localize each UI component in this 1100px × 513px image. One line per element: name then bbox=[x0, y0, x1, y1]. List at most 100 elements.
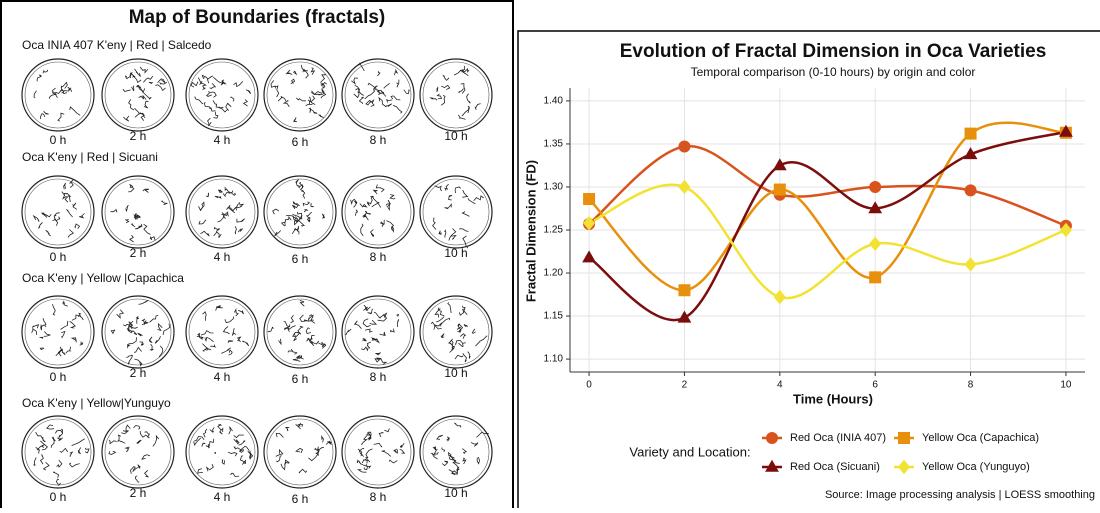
boundary-texture bbox=[127, 337, 137, 345]
sample-outline-inner bbox=[266, 298, 334, 366]
sample-outline bbox=[21, 58, 95, 132]
boundary-texture bbox=[320, 74, 326, 83]
boundary-texture bbox=[299, 314, 308, 323]
boundary-texture bbox=[393, 69, 399, 76]
boundary-texture bbox=[307, 337, 320, 345]
boundary-texture bbox=[293, 117, 297, 123]
boundary-texture bbox=[138, 84, 146, 93]
boundary-texture bbox=[42, 317, 47, 328]
x-tick-label: 0 bbox=[586, 380, 592, 391]
boundary-texture bbox=[400, 442, 405, 448]
sample-outline-inner bbox=[344, 418, 412, 486]
boundary-texture bbox=[227, 340, 234, 344]
boundary-texture bbox=[69, 106, 81, 116]
boundary-texture bbox=[307, 314, 314, 321]
chart-panel-border bbox=[517, 30, 1100, 513]
boundary-texture bbox=[202, 428, 208, 438]
boundary-texture bbox=[134, 108, 140, 118]
boundary-texture bbox=[108, 450, 117, 455]
boundary-texture bbox=[450, 470, 458, 476]
boundary-texture bbox=[275, 433, 284, 438]
boundary-texture bbox=[434, 185, 443, 192]
boundary-texture bbox=[461, 211, 470, 217]
boundary-texture bbox=[290, 78, 296, 85]
boundary-texture bbox=[232, 328, 237, 336]
sample-outline bbox=[185, 58, 259, 132]
boundary-texture bbox=[209, 106, 216, 112]
boundary-texture bbox=[272, 208, 280, 215]
marker bbox=[963, 147, 978, 160]
chart-title: Evolution of Fractal Dimension in Oca Va… bbox=[620, 41, 1047, 62]
boundary-texture bbox=[313, 446, 319, 451]
boundary-texture bbox=[149, 314, 159, 323]
sample-outline-inner bbox=[266, 418, 334, 486]
time-label: 4 h bbox=[214, 370, 231, 384]
boundary-texture bbox=[139, 430, 150, 439]
boundary-texture bbox=[194, 435, 205, 442]
sample-outline bbox=[263, 175, 337, 249]
boundary-texture bbox=[282, 99, 290, 108]
boundary-texture bbox=[140, 114, 146, 121]
marker bbox=[678, 140, 691, 153]
boundary-texture bbox=[475, 335, 488, 347]
boundary-texture bbox=[292, 213, 303, 220]
boundary-texture bbox=[440, 94, 446, 106]
boundary-texture bbox=[158, 345, 164, 358]
boundary-texture bbox=[306, 216, 311, 223]
boundary-texture bbox=[42, 69, 49, 74]
boundary-texture bbox=[287, 325, 296, 331]
boundary-texture bbox=[138, 299, 149, 305]
sample-outline-inner bbox=[344, 298, 412, 366]
boundary-texture bbox=[301, 190, 306, 199]
boundary-texture bbox=[198, 336, 204, 340]
boundary-texture bbox=[363, 464, 368, 471]
boundary-texture bbox=[108, 439, 117, 445]
marker bbox=[677, 310, 692, 323]
boundary-texture bbox=[274, 230, 281, 237]
boundary-texture bbox=[320, 81, 327, 86]
time-label: 0 h bbox=[50, 250, 67, 264]
boundary-texture bbox=[223, 211, 229, 219]
boundary-texture bbox=[277, 96, 287, 102]
boundary-texture bbox=[135, 84, 144, 92]
boundary-texture bbox=[364, 88, 375, 100]
boundary-texture bbox=[473, 195, 485, 202]
boundary-texture bbox=[134, 358, 143, 367]
boundary-texture bbox=[242, 99, 249, 107]
boundary-texture bbox=[134, 225, 143, 230]
boundary-texture bbox=[441, 447, 446, 453]
boundary-texture bbox=[84, 447, 90, 454]
boundary-texture bbox=[356, 459, 362, 465]
marker bbox=[1059, 222, 1072, 238]
boundary-texture bbox=[441, 460, 449, 467]
time-label: 10 h bbox=[444, 246, 467, 260]
time-label: 0 h bbox=[50, 370, 67, 384]
x-axis-title: Time (Hours) bbox=[793, 391, 873, 406]
marker bbox=[1059, 124, 1073, 137]
marker bbox=[898, 459, 910, 475]
boundary-texture bbox=[379, 331, 386, 337]
boundary-texture bbox=[197, 77, 203, 86]
boundary-texture bbox=[54, 429, 63, 434]
sample-outline-inner bbox=[24, 418, 92, 486]
boundary-texture bbox=[52, 471, 60, 478]
boundary-texture bbox=[110, 329, 116, 335]
boundary-texture bbox=[366, 201, 372, 207]
boundary-texture bbox=[39, 347, 45, 350]
boundary-texture bbox=[359, 203, 368, 208]
boundary-texture bbox=[365, 99, 373, 106]
boundary-texture bbox=[462, 353, 467, 363]
boundary-texture bbox=[459, 333, 466, 339]
series-line bbox=[588, 183, 1067, 300]
boundary-texture bbox=[79, 213, 85, 219]
boundary-texture bbox=[396, 313, 400, 317]
boundary-texture bbox=[209, 427, 215, 433]
boundary-texture bbox=[125, 218, 130, 224]
boundary-texture bbox=[436, 316, 445, 323]
boundary-texture bbox=[270, 80, 276, 89]
boundary-texture bbox=[54, 88, 64, 94]
boundary-texture bbox=[373, 311, 381, 319]
boundary-texture bbox=[71, 438, 85, 446]
legend-title: Variety and Location: bbox=[629, 444, 750, 459]
boundary-texture bbox=[203, 102, 213, 110]
